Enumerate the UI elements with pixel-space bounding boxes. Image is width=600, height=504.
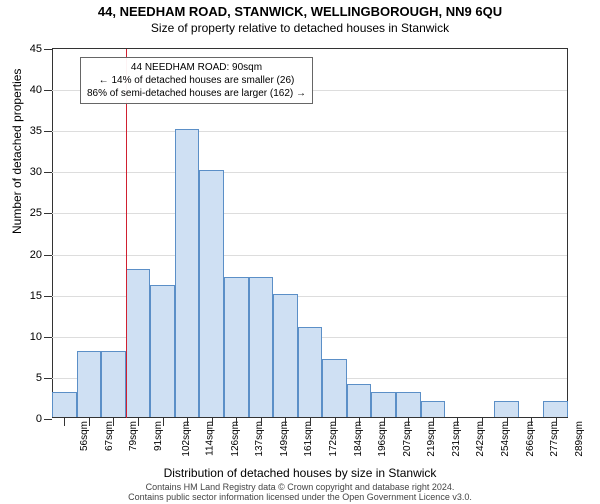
y-tick-label: 0 <box>36 413 42 425</box>
x-tick-label: 161sqm <box>303 421 314 457</box>
y-tick <box>44 49 52 50</box>
x-tick-label: 114sqm <box>205 421 216 456</box>
y-tick <box>44 172 52 173</box>
y-tick-label: 15 <box>30 290 42 302</box>
x-tick-label: 137sqm <box>254 421 265 457</box>
histogram-bar <box>77 351 102 417</box>
gridline <box>52 213 567 214</box>
histogram-bar <box>52 392 77 417</box>
histogram-bar <box>126 269 151 417</box>
x-tick <box>433 418 434 426</box>
y-axis-label: Number of detached properties <box>10 69 24 234</box>
x-tick <box>138 418 139 426</box>
x-tick <box>212 418 213 426</box>
x-tick-label: 277sqm <box>549 421 560 457</box>
y-tick-label: 10 <box>30 331 42 343</box>
x-tick <box>531 418 532 426</box>
y-tick-label: 35 <box>30 125 42 137</box>
y-tick <box>44 378 52 379</box>
x-tick-label: 172sqm <box>328 421 339 457</box>
x-tick-label: 219sqm <box>426 421 437 457</box>
histogram-bar <box>421 401 446 417</box>
y-tick <box>44 296 52 297</box>
footer-line-2: Contains public sector information licen… <box>128 492 472 502</box>
y-tick <box>44 131 52 132</box>
x-tick <box>113 418 114 426</box>
histogram-bar <box>494 401 519 417</box>
y-tick-label: 40 <box>30 84 42 96</box>
histogram-bar <box>199 170 224 417</box>
x-tick-label: 196sqm <box>377 421 388 457</box>
gridline <box>52 255 567 256</box>
y-tick <box>44 419 52 420</box>
x-tick-label: 126sqm <box>229 421 240 457</box>
histogram-bar <box>347 384 372 417</box>
reference-line <box>126 49 127 418</box>
x-tick-label: 149sqm <box>279 421 290 457</box>
x-tick <box>359 418 360 426</box>
x-tick <box>310 418 311 426</box>
x-tick-label: 102sqm <box>180 421 191 457</box>
x-tick-label: 207sqm <box>401 421 412 457</box>
x-tick <box>64 418 65 426</box>
y-tick-label: 30 <box>30 166 42 178</box>
page-subtitle: Size of property relative to detached ho… <box>0 21 600 35</box>
histogram-bar <box>175 129 200 417</box>
y-axis <box>52 49 53 418</box>
annotation-line: 86% of semi-detached houses are larger (… <box>87 87 306 100</box>
footer-attribution: Contains HM Land Registry data © Crown c… <box>0 482 600 502</box>
y-tick-label: 45 <box>30 43 42 55</box>
x-tick <box>163 418 164 426</box>
x-axis-label: Distribution of detached houses by size … <box>0 466 600 480</box>
histogram-bar <box>273 294 298 417</box>
page-title: 44, NEEDHAM ROAD, STANWICK, WELLINGBOROU… <box>0 4 600 19</box>
gridline <box>52 172 567 173</box>
histogram-chart: 05101520253035404556sqm67sqm79sqm91sqm10… <box>52 48 568 418</box>
histogram-bar <box>101 351 126 417</box>
histogram-bar <box>371 392 396 417</box>
x-tick-label: 289sqm <box>573 421 584 457</box>
histogram-bar <box>224 277 249 417</box>
y-tick-label: 5 <box>36 372 42 384</box>
x-tick <box>482 418 483 426</box>
x-tick <box>236 418 237 426</box>
x-tick <box>556 418 557 426</box>
y-tick <box>44 337 52 338</box>
y-tick-label: 25 <box>30 207 42 219</box>
histogram-bar <box>298 327 323 417</box>
annotation-box: 44 NEEDHAM ROAD: 90sqm← 14% of detached … <box>80 57 313 104</box>
x-tick <box>335 418 336 426</box>
x-tick-label: 184sqm <box>352 421 363 457</box>
y-tick <box>44 90 52 91</box>
x-tick <box>187 418 188 426</box>
histogram-bar <box>249 277 274 417</box>
y-tick <box>44 213 52 214</box>
histogram-bar <box>396 392 421 417</box>
histogram-bar <box>150 285 175 417</box>
x-tick-label: 242sqm <box>475 421 486 457</box>
annotation-line: 44 NEEDHAM ROAD: 90sqm <box>87 61 306 74</box>
histogram-bar <box>322 359 347 417</box>
y-tick <box>44 255 52 256</box>
x-tick <box>89 418 90 426</box>
footer-line-1: Contains HM Land Registry data © Crown c… <box>146 482 455 492</box>
x-tick <box>285 418 286 426</box>
x-tick <box>507 418 508 426</box>
x-tick <box>384 418 385 426</box>
x-tick-label: 231sqm <box>451 421 462 457</box>
annotation-line: ← 14% of detached houses are smaller (26… <box>87 74 306 87</box>
x-tick <box>261 418 262 426</box>
gridline <box>52 131 567 132</box>
x-tick <box>408 418 409 426</box>
y-tick-label: 20 <box>30 249 42 261</box>
histogram-bar <box>543 401 568 417</box>
x-tick <box>457 418 458 426</box>
x-tick-label: 266sqm <box>524 421 535 457</box>
x-tick-label: 254sqm <box>500 421 511 457</box>
